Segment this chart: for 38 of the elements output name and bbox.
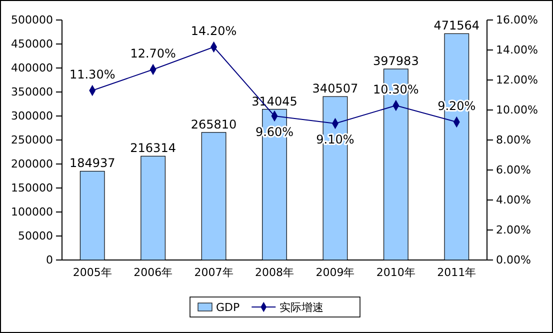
x-tick-label: 2011年 <box>437 266 476 279</box>
x-tick-label: 2007年 <box>194 266 234 279</box>
data-label: 11.30% <box>69 68 116 82</box>
y-tick-label: 350000 <box>11 86 53 99</box>
y-tick-label: 450000 <box>11 38 53 51</box>
data-label: 14.20% <box>190 24 237 38</box>
x-tick-label: 2005年 <box>72 266 112 279</box>
data-label: 184937 <box>69 156 116 170</box>
y-tick-label: 100000 <box>11 206 53 219</box>
data-label: 340507 <box>312 82 358 96</box>
y2-tick-label: 2.00% <box>496 224 531 237</box>
x-tick-label: 2006年 <box>134 266 173 279</box>
x-tick-label: 2008年 <box>255 266 294 279</box>
x-tick-label: 2009年 <box>316 266 355 279</box>
legend-label: 实际增速 <box>280 301 324 314</box>
data-label: 397983 <box>373 54 419 68</box>
data-label: 471564 <box>434 18 480 33</box>
y-tick-label: 300000 <box>11 110 53 123</box>
y2-tick-label: 8.00% <box>496 134 531 147</box>
y-tick-label: 0 <box>46 254 53 267</box>
y2-tick-label: 14.00% <box>496 44 538 57</box>
data-label: 12.70% <box>130 46 176 60</box>
data-label: 265810 <box>190 117 237 132</box>
y2-tick-label: 0.00% <box>496 254 531 267</box>
y2-tick-label: 4.00% <box>496 194 531 207</box>
x-tick-label: 2010年 <box>376 266 416 279</box>
y-tick-label: 150000 <box>11 182 53 195</box>
data-label: 216314 <box>130 141 176 156</box>
y-tick-label: 500000 <box>11 14 53 27</box>
y-tick-label: 400000 <box>11 62 53 75</box>
y-tick-label: 200000 <box>11 158 53 171</box>
y-tick-label: 250000 <box>11 134 53 147</box>
y2-tick-label: 6.00% <box>496 164 531 177</box>
y2-tick-label: 16.00% <box>496 14 538 27</box>
y-tick-label: 50000 <box>18 230 53 243</box>
y2-tick-label: 12.00% <box>496 74 538 87</box>
y2-tick-label: 10.00% <box>496 104 538 117</box>
legend-label: GDP <box>216 301 240 314</box>
